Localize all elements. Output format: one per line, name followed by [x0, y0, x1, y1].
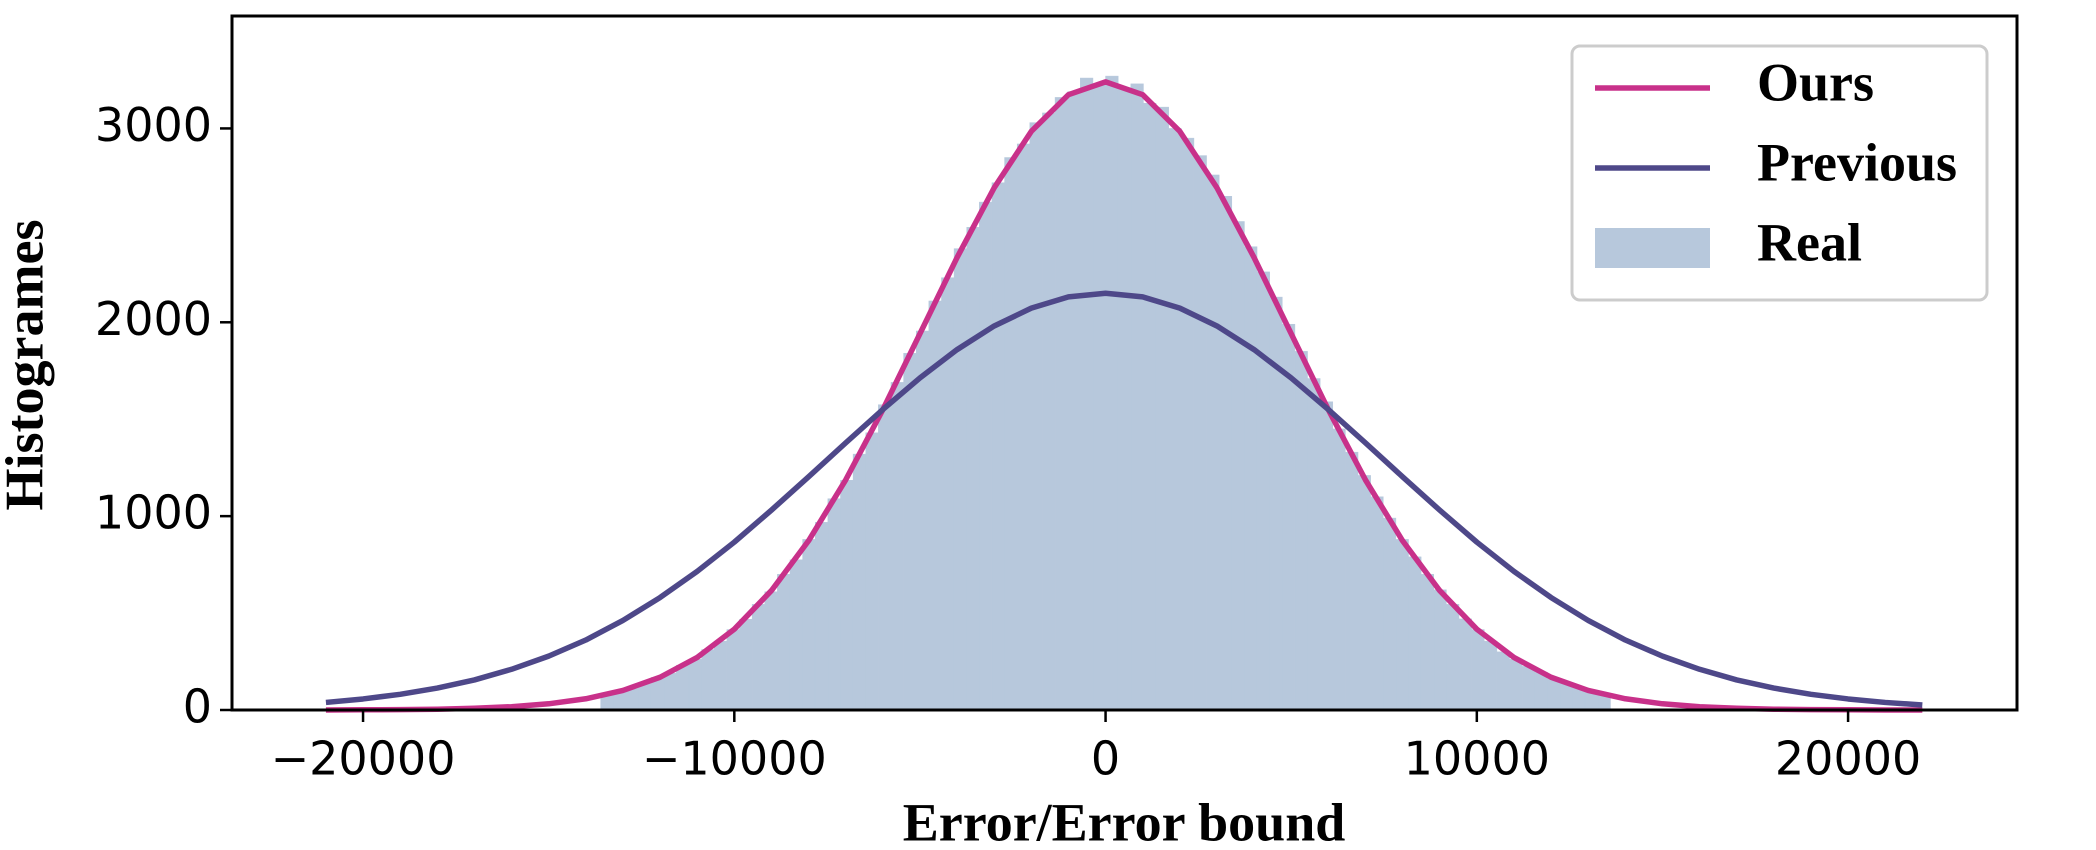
- histogram-bar: [979, 201, 993, 711]
- x-axis-label: Error/Error bound: [903, 792, 1346, 850]
- histogram-bar: [953, 248, 967, 711]
- histogram-bar: [701, 649, 715, 711]
- histogram-bar: [1332, 428, 1346, 711]
- plot-frame: [230, 14, 2019, 712]
- histogram-bar: [714, 640, 728, 711]
- histogram-bar: [1105, 75, 1119, 711]
- histogram-bar: [915, 330, 930, 711]
- y-tick-label: 1000: [95, 486, 212, 540]
- histogram-bar: [1319, 401, 1334, 711]
- y-tick-label: 0: [183, 680, 212, 734]
- histogram-bar: [751, 604, 766, 711]
- histogram-bar: [739, 619, 753, 711]
- histogram-bar: [1092, 83, 1106, 711]
- histogram-bar: [1471, 629, 1485, 711]
- histogram-bar: [1458, 618, 1472, 711]
- legend-label: Ours: [1757, 52, 1874, 112]
- histogram-bar: [966, 227, 980, 711]
- histogram-bar: [1029, 122, 1043, 711]
- legend-label: Real: [1757, 212, 1862, 272]
- histogram-bar: [1016, 143, 1031, 711]
- histogram-bar: [688, 658, 702, 711]
- histogram-bar: [1080, 77, 1094, 711]
- histogram-bar: [764, 591, 778, 711]
- x-tick-label: −10000: [642, 732, 827, 786]
- histogram-bar: [1446, 604, 1460, 711]
- histogram-bar: [852, 453, 866, 711]
- histogram-bar: [663, 672, 677, 711]
- histogram-bar: [1244, 246, 1258, 711]
- histogram-bar: [1357, 475, 1371, 711]
- histogram-bar: [1256, 271, 1270, 711]
- curve: [325, 290, 1923, 708]
- legend-label: Previous: [1757, 132, 1957, 192]
- histogram-bar: [676, 664, 690, 711]
- histogram-bar: [1547, 678, 1561, 711]
- histogram-bar: [726, 629, 740, 711]
- histogram-bar: [890, 382, 904, 711]
- histogram-bar: [1130, 83, 1144, 711]
- curve: [325, 79, 1923, 713]
- x-tick-label: 20000: [1775, 732, 1921, 786]
- histogram-bar: [789, 559, 803, 711]
- y-tick-label: 2000: [95, 292, 212, 346]
- y-axis-label: Histogrames: [0, 220, 54, 511]
- histogram-bar: [941, 277, 955, 711]
- histogram-bar: [991, 182, 1005, 711]
- histogram-bar: [827, 498, 841, 711]
- histogram-bar: [1395, 539, 1409, 711]
- histogram-bar: [1383, 517, 1397, 711]
- histogram-bar: [903, 353, 917, 711]
- x-tick-label: 0: [1091, 732, 1120, 786]
- y-tick-label: 3000: [95, 98, 212, 152]
- histogram-bar: [1143, 102, 1157, 711]
- histogram-bar: [1117, 87, 1132, 711]
- histogram-bar: [1155, 106, 1169, 711]
- histogram-bar: [802, 539, 816, 711]
- histogram-bar: [1521, 666, 1535, 711]
- legend: Ours Previous Real: [1570, 44, 1989, 302]
- histogram-bar: [1509, 658, 1523, 711]
- histogram-bar: [1370, 496, 1384, 711]
- histogram-bar: [638, 683, 652, 711]
- histogram-bar: [1269, 296, 1283, 711]
- histogram-bar: [1168, 128, 1182, 711]
- histogram-bar: [1420, 574, 1435, 711]
- histogram-bar: [840, 480, 854, 711]
- histogram-bar: [1433, 589, 1447, 711]
- histogram-bar: [1307, 378, 1321, 711]
- histogram-bar: [1408, 556, 1422, 711]
- histogram-bar: [1206, 174, 1220, 711]
- histogram-bar: [1345, 451, 1359, 711]
- histogram-bar: [814, 522, 829, 711]
- histogram-bar: [1294, 351, 1308, 711]
- histogram-bar: [1496, 651, 1510, 711]
- x-tick-label: 10000: [1404, 732, 1550, 786]
- histogram-bar: [1067, 91, 1081, 711]
- histogram-bar: [1534, 671, 1548, 711]
- histogram-bar: [1231, 221, 1245, 711]
- histogram-bar: [1181, 137, 1195, 711]
- histogram-bar: [1054, 97, 1068, 711]
- legend-swatch: [1595, 228, 1710, 268]
- histogram-bar: [1193, 155, 1207, 711]
- histogram-bar: [865, 432, 879, 711]
- histogram-bar: [777, 574, 791, 711]
- histogram-bar: [1218, 196, 1233, 711]
- histogram-bar: [1004, 157, 1018, 711]
- histogram-bar: [878, 404, 892, 711]
- x-tick-label: −20000: [271, 732, 456, 786]
- histogram-bar: [1483, 640, 1498, 711]
- histogram-bar: [1042, 112, 1056, 711]
